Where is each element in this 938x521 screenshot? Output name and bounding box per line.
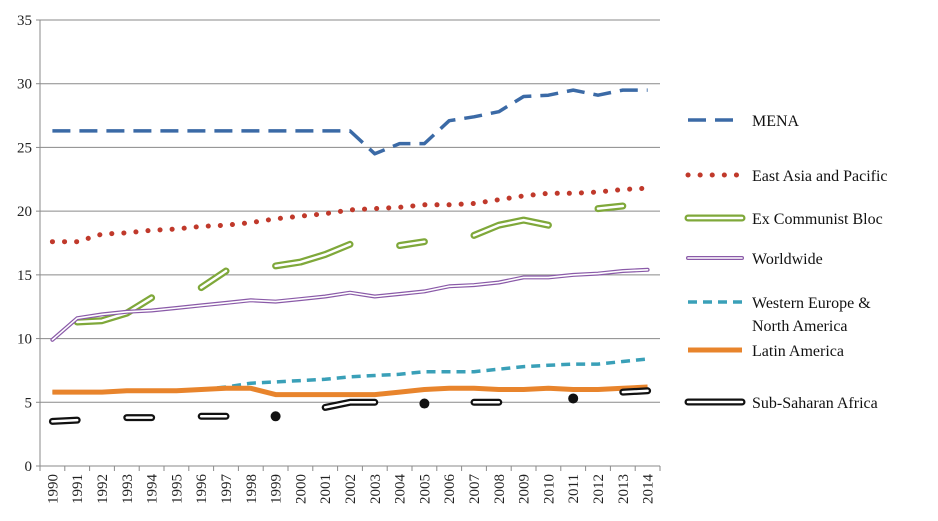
series-line [621, 389, 649, 394]
legend-item-western-europe-north-america: Western Europe & North America [688, 295, 871, 335]
legend-label: Sub-Saharan Africa [752, 395, 878, 412]
x-tick-label-1997: 1997 [219, 474, 235, 505]
plot-area [48, 88, 652, 425]
x-tick-label-2011: 2011 [566, 474, 582, 503]
x-tick-label-2006: 2006 [442, 474, 458, 505]
x-tick-label-1999: 1999 [269, 474, 285, 504]
y-tick-label-0: 0 [25, 459, 33, 475]
y-tick-label-15: 15 [17, 268, 32, 284]
x-tick-label-1993: 1993 [120, 474, 136, 504]
axes [36, 19, 661, 471]
x-tick-label-2002: 2002 [343, 474, 359, 504]
series-line [472, 218, 550, 237]
x-tick-label-1992: 1992 [95, 474, 111, 504]
x-tick-label-2013: 2013 [616, 474, 632, 504]
grid-lines [40, 19, 660, 403]
x-tick-label-2008: 2008 [492, 474, 508, 504]
x-tick-label-2012: 2012 [591, 474, 607, 504]
legend-item-latin-america: Latin America [688, 343, 844, 360]
data-point [419, 398, 430, 409]
x-tick-label-1996: 1996 [194, 474, 210, 505]
y-tick-labels: 0 5 10 15 20 25 30 35 [17, 13, 32, 475]
y-tick-label-35: 35 [17, 13, 32, 29]
series-line [75, 296, 153, 324]
legend-item-worldwide: Worldwide [686, 251, 823, 268]
y-tick-label-30: 30 [17, 77, 32, 93]
series-line [51, 418, 79, 423]
x-tick-label-2005: 2005 [417, 474, 433, 504]
legend-item-east-asia-and-pacific: East Asia and Pacific [685, 168, 888, 185]
series-western-europe-north-america [52, 357, 648, 394]
data-point [568, 393, 579, 404]
y-tick-label-25: 25 [17, 140, 32, 156]
data-point [270, 411, 281, 422]
series-line [274, 243, 352, 268]
series-line [398, 240, 426, 247]
x-tick-label-1990: 1990 [45, 474, 61, 504]
series-ex-communist-bloc [73, 202, 627, 326]
x-tick-label-1995: 1995 [169, 474, 185, 504]
x-tick-labels: 1990 1991 1992 1993 1994 1995 1996 1997 1998 1999… [45, 474, 656, 505]
series-line [52, 384, 648, 398]
legend-label: Worldwide [752, 251, 823, 268]
legend: MENA East Asia and Pacific Ex Communist Bl… [684, 113, 888, 412]
series-line [199, 269, 228, 289]
legend-label-line2: North America [752, 318, 848, 335]
series-line [51, 269, 649, 341]
legend-item-sub-saharan-africa: Sub-Saharan Africa [684, 395, 878, 412]
legend-label: Latin America [752, 343, 844, 360]
series-line [323, 401, 377, 409]
series-line [49, 185, 651, 245]
x-tick-label-1991: 1991 [70, 474, 86, 504]
series-sub-saharan-africa [48, 387, 652, 425]
x-tick-label-2001: 2001 [318, 474, 334, 504]
legend-item-mena: MENA [688, 113, 800, 130]
y-tick-label-20: 20 [17, 204, 32, 220]
x-tick-label-2014: 2014 [641, 474, 657, 505]
legend-label: Ex Communist Bloc [752, 211, 883, 228]
legend-label: MENA [752, 113, 800, 130]
x-tick-label-2009: 2009 [517, 474, 533, 504]
legend-label: Western Europe & [752, 295, 871, 312]
series-line [52, 357, 648, 394]
series-line [52, 88, 648, 156]
x-tick-label-1994: 1994 [145, 474, 161, 505]
x-tick-label-2007: 2007 [467, 474, 483, 505]
y-tick-label-5: 5 [25, 395, 33, 411]
legend-label: East Asia and Pacific [752, 168, 888, 185]
x-tick-label-2010: 2010 [541, 474, 557, 504]
legend-item-ex-communist-bloc: Ex Communist Bloc [684, 211, 883, 228]
series-line [596, 204, 625, 210]
y-tick-label-10: 10 [17, 332, 32, 348]
series-latin-america [52, 384, 648, 398]
x-tick-label-2004: 2004 [393, 474, 409, 505]
series-worldwide [50, 267, 650, 342]
x-tick-label-2003: 2003 [368, 474, 384, 504]
x-tick-label-2000: 2000 [293, 474, 309, 504]
series-mena [52, 88, 648, 156]
series-east-asia-and-pacific [49, 185, 651, 245]
x-tick-label-1998: 1998 [244, 474, 260, 504]
